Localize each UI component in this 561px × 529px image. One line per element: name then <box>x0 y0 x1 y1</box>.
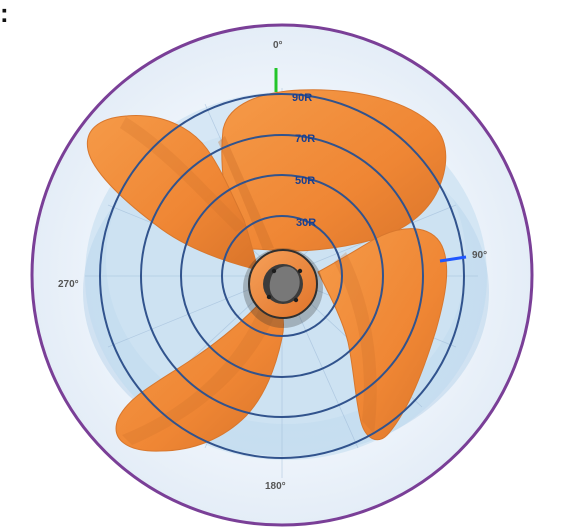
hub-bolt-1 <box>271 268 277 274</box>
hub-bolt-4 <box>293 297 299 303</box>
ring-30r <box>221 215 343 337</box>
ring-70r <box>140 134 424 418</box>
hub-bolt-2 <box>297 268 303 274</box>
ring-label-30r: 30R <box>296 217 316 229</box>
blade-right <box>317 228 448 441</box>
angle-label-bottom: 180° <box>265 481 286 492</box>
angle-label-top: 0° <box>273 40 283 51</box>
corner-mark: : <box>0 0 9 28</box>
angle-label-left: 270° <box>58 279 79 290</box>
blade-fold-shadow-1 <box>218 136 274 250</box>
hub-core-highlight <box>269 266 300 302</box>
ring-label-70r: 70R <box>295 133 315 145</box>
angle-label-right: 90° <box>472 250 487 261</box>
hub-bolt-3 <box>266 294 272 300</box>
radius-rings <box>99 93 465 459</box>
propeller-blades <box>86 89 448 452</box>
blade-left <box>86 115 259 271</box>
ring-50r <box>180 174 384 378</box>
hub <box>243 248 323 328</box>
ring-90r <box>99 93 465 459</box>
ring-label-50r: 50R <box>295 175 315 187</box>
blue-axis-marker <box>439 255 467 263</box>
ring-label-90r: 90R <box>292 92 312 104</box>
